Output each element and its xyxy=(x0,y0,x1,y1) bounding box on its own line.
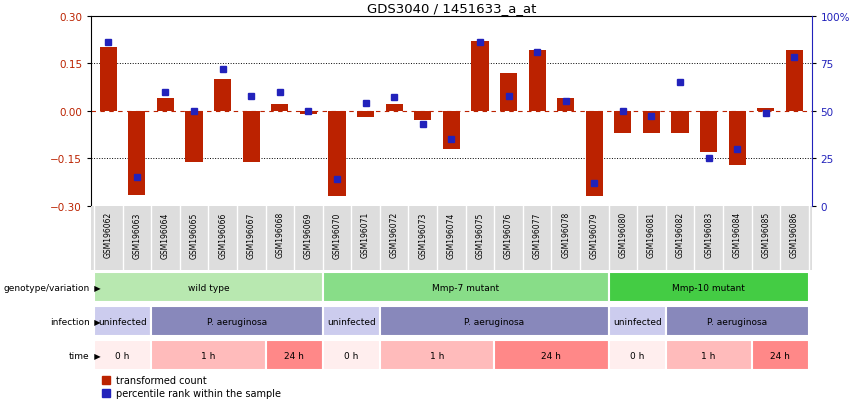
Text: percentile rank within the sample: percentile rank within the sample xyxy=(116,389,281,399)
Text: P. aeruginosa: P. aeruginosa xyxy=(707,317,767,326)
Text: uninfected: uninfected xyxy=(613,317,661,326)
Bar xyxy=(728,112,746,165)
Bar xyxy=(157,99,174,112)
Text: GSM196073: GSM196073 xyxy=(418,211,427,258)
Text: GSM196075: GSM196075 xyxy=(476,211,484,258)
Text: GSM196064: GSM196064 xyxy=(161,211,170,258)
Text: 24 h: 24 h xyxy=(542,351,562,360)
Bar xyxy=(608,272,809,303)
Bar xyxy=(266,340,323,370)
Text: wild type: wild type xyxy=(187,283,229,292)
Bar xyxy=(100,48,117,112)
Text: GSM196076: GSM196076 xyxy=(504,211,513,258)
Text: GSM196070: GSM196070 xyxy=(332,211,341,258)
Bar xyxy=(666,340,752,370)
Bar xyxy=(385,105,403,112)
Text: GSM196077: GSM196077 xyxy=(533,211,542,258)
Text: genotype/variation: genotype/variation xyxy=(3,283,89,292)
Text: Mmp-10 mutant: Mmp-10 mutant xyxy=(672,283,745,292)
Bar xyxy=(323,272,608,303)
Text: GSM196078: GSM196078 xyxy=(562,211,570,258)
Bar xyxy=(443,112,460,150)
Bar xyxy=(500,74,517,112)
Bar xyxy=(586,112,603,197)
Bar xyxy=(323,306,380,337)
Text: GSM196063: GSM196063 xyxy=(133,211,141,258)
Bar xyxy=(786,51,803,112)
Bar xyxy=(757,108,774,112)
Text: ▶: ▶ xyxy=(89,317,102,326)
Bar xyxy=(271,105,288,112)
Bar xyxy=(94,340,151,370)
Text: 1 h: 1 h xyxy=(430,351,444,360)
Text: GSM196084: GSM196084 xyxy=(733,211,742,258)
Text: GSM196085: GSM196085 xyxy=(761,211,770,258)
Text: GSM196072: GSM196072 xyxy=(390,211,398,258)
Text: 1 h: 1 h xyxy=(701,351,716,360)
Text: infection: infection xyxy=(49,317,89,326)
Bar xyxy=(151,306,323,337)
Text: GSM196082: GSM196082 xyxy=(675,211,685,258)
Text: GSM196071: GSM196071 xyxy=(361,211,370,258)
Text: GSM196086: GSM196086 xyxy=(790,211,799,258)
Text: transformed count: transformed count xyxy=(116,375,207,385)
Bar xyxy=(529,51,546,112)
Bar xyxy=(243,112,260,162)
Text: 24 h: 24 h xyxy=(284,351,304,360)
Bar xyxy=(94,272,323,303)
Bar xyxy=(357,112,374,118)
Bar xyxy=(380,340,494,370)
Bar xyxy=(643,112,660,134)
Text: GSM196083: GSM196083 xyxy=(704,211,713,258)
Text: P. aeruginosa: P. aeruginosa xyxy=(207,317,267,326)
Bar xyxy=(186,112,202,162)
Bar xyxy=(672,112,688,134)
Text: Mmp-7 mutant: Mmp-7 mutant xyxy=(432,283,499,292)
Text: GSM196066: GSM196066 xyxy=(218,211,227,258)
Bar xyxy=(471,42,489,112)
Bar xyxy=(380,306,608,337)
Text: GSM196067: GSM196067 xyxy=(247,211,256,258)
Bar xyxy=(608,306,666,337)
Text: GSM196062: GSM196062 xyxy=(104,211,113,258)
Bar xyxy=(700,112,717,153)
Text: GSM196081: GSM196081 xyxy=(647,211,656,258)
Text: GSM196068: GSM196068 xyxy=(275,211,285,258)
Bar xyxy=(666,306,809,337)
Text: GSM196069: GSM196069 xyxy=(304,211,313,258)
Text: ▶: ▶ xyxy=(89,283,102,292)
Text: P. aeruginosa: P. aeruginosa xyxy=(464,317,524,326)
Bar xyxy=(752,340,809,370)
Text: time: time xyxy=(69,351,89,360)
Bar xyxy=(608,340,666,370)
Text: GSM196065: GSM196065 xyxy=(189,211,199,258)
Bar xyxy=(557,99,575,112)
Bar xyxy=(94,306,151,337)
Text: 0 h: 0 h xyxy=(630,351,644,360)
Bar xyxy=(128,112,146,195)
Text: uninfected: uninfected xyxy=(327,317,376,326)
Bar xyxy=(494,340,608,370)
Text: GSM196080: GSM196080 xyxy=(618,211,628,258)
Text: GSM196074: GSM196074 xyxy=(447,211,456,258)
Bar xyxy=(615,112,632,134)
Text: uninfected: uninfected xyxy=(98,317,147,326)
Text: 24 h: 24 h xyxy=(770,351,790,360)
Bar xyxy=(323,340,380,370)
Text: 1 h: 1 h xyxy=(201,351,215,360)
Title: GDS3040 / 1451633_a_at: GDS3040 / 1451633_a_at xyxy=(366,2,536,15)
Text: ▶: ▶ xyxy=(89,351,102,360)
Text: 0 h: 0 h xyxy=(115,351,130,360)
Text: GSM196079: GSM196079 xyxy=(589,211,599,258)
Bar xyxy=(151,340,266,370)
Bar xyxy=(214,80,231,112)
Bar xyxy=(414,112,431,121)
Bar xyxy=(328,112,345,197)
Text: 0 h: 0 h xyxy=(344,351,358,360)
Bar xyxy=(299,112,317,115)
